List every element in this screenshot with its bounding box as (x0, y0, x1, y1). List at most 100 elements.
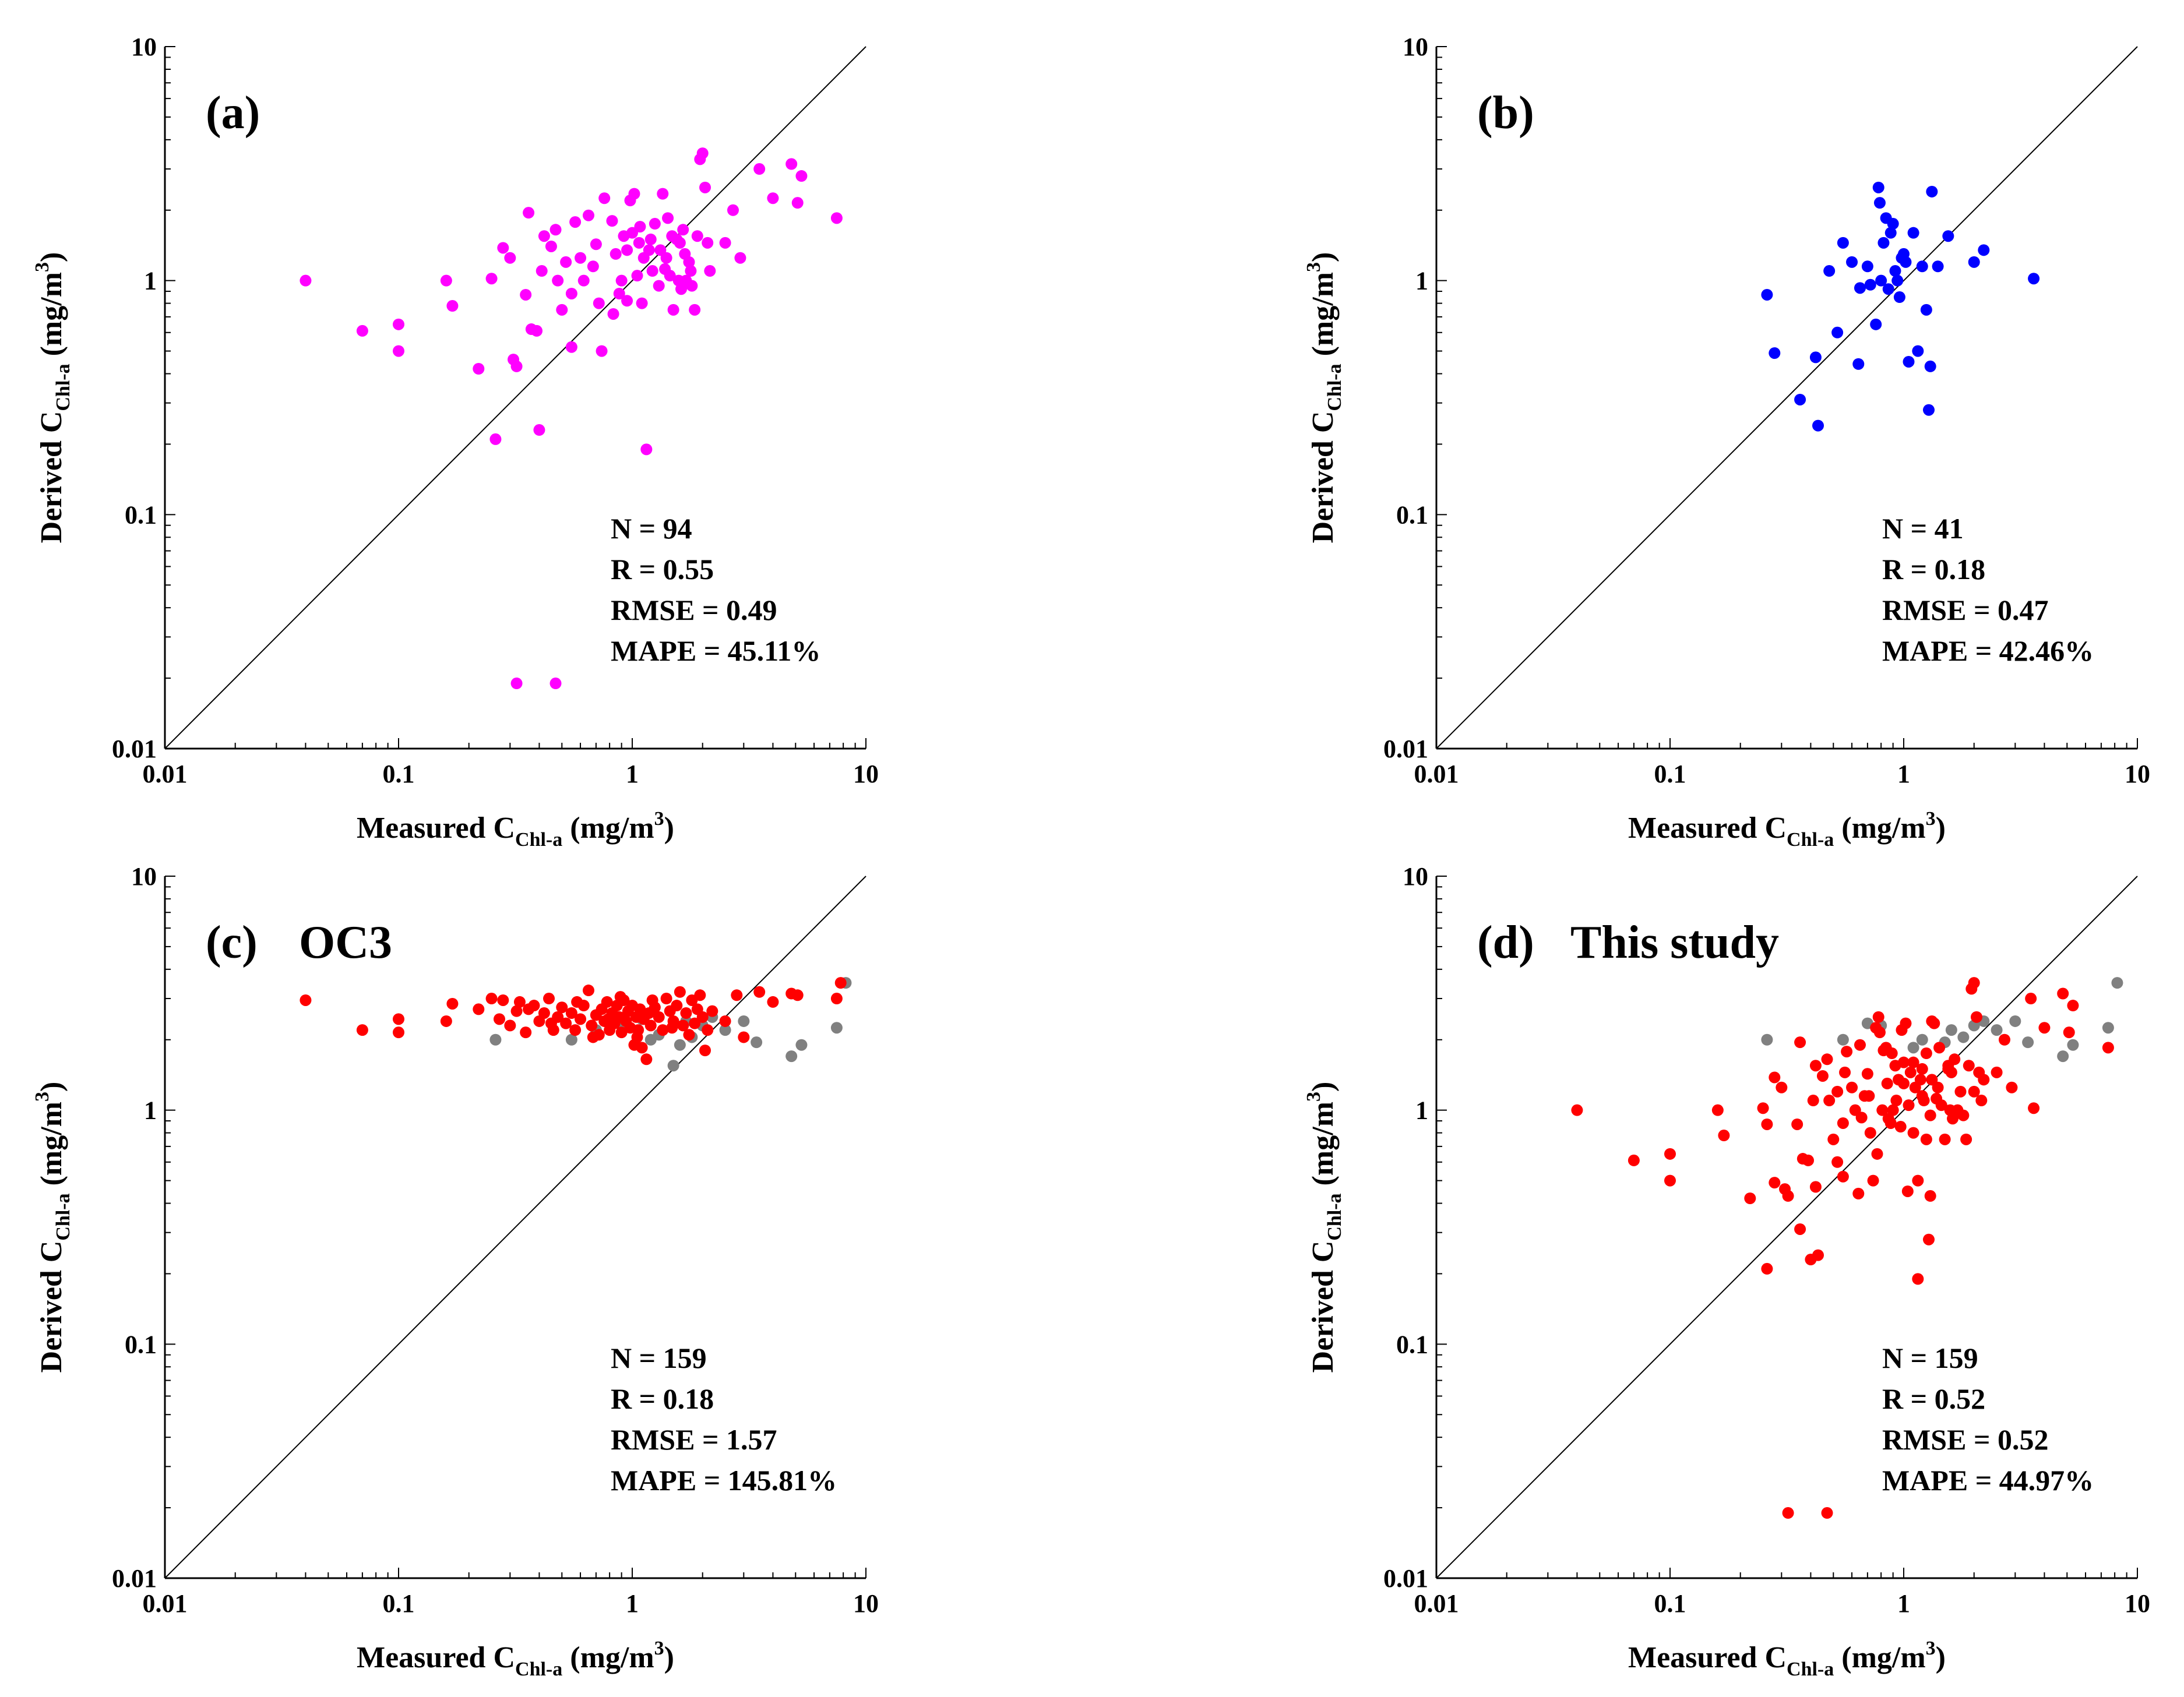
data-point-samples (1882, 1113, 1894, 1125)
x-axis-label: Measured CChl-a (mg/m3) (1628, 1638, 1946, 1680)
panel-c: 0.010.01 0.1 0.1 1 1 10 10 Measured CChl-a (mg/… (31, 862, 879, 1680)
data-point-samples (1849, 1104, 1861, 1116)
data-point-samples (1823, 265, 1836, 277)
data-point-samples (1939, 1133, 1951, 1145)
y-tick-label: 1 (1415, 1096, 1428, 1125)
data-point-samples (679, 248, 691, 260)
data-point-samples (1769, 1071, 1781, 1084)
data-point-samples (674, 986, 686, 998)
data-point-samples (667, 304, 679, 316)
data-point-samples (1920, 1133, 1932, 1145)
data-point-samples (657, 188, 669, 200)
stat-line: MAPE = 45.11% (611, 634, 820, 667)
data-point-samples (560, 256, 572, 268)
data-point-samples (598, 192, 611, 204)
y-tick-label: 1 (144, 267, 157, 295)
data-point-samples (830, 212, 843, 224)
x-axis-label: Measured CChl-a (mg/m3) (1628, 808, 1946, 851)
data-point-samples (2006, 1081, 2018, 1093)
data-point-samples (699, 181, 711, 193)
data-point-samples (473, 1003, 485, 1015)
x-tick-label: 0.1 (383, 1589, 415, 1618)
data-point-samples (634, 221, 646, 233)
data-point-samples (680, 1007, 692, 1019)
data-point-samples (1870, 318, 1882, 330)
data-point-excluded (738, 1015, 750, 1027)
data-point-excluded (667, 1060, 679, 1072)
x-tick-label: 10 (2125, 1589, 2150, 1618)
data-point-samples (1886, 1047, 1898, 1060)
data-point-samples (1898, 1077, 1910, 1089)
y-tick-label: 0.01 (112, 735, 157, 763)
data-point-samples (1861, 1068, 1873, 1080)
y-axis-label: Derived CChl-a (mg/m3) (1303, 252, 1345, 544)
data-point-samples (1920, 1047, 1932, 1060)
data-point-samples (753, 163, 766, 175)
y-tick-label: 0.1 (1396, 1330, 1428, 1359)
x-tick-label: 0.01 (1414, 760, 1459, 788)
data-point-samples (393, 1013, 404, 1025)
data-point-samples (1924, 360, 1936, 372)
data-point-samples (1924, 1190, 1936, 1202)
data-point-samples (1831, 1085, 1844, 1098)
data-point-samples (543, 993, 555, 1005)
data-point-samples (767, 996, 779, 1008)
data-point-samples (485, 273, 498, 285)
data-point-samples (1761, 288, 1773, 301)
data-point-samples (1864, 1127, 1876, 1139)
data-point-samples (767, 192, 779, 204)
data-point-samples (569, 216, 582, 228)
data-point-samples (702, 1024, 714, 1036)
data-point-samples (830, 993, 843, 1005)
data-point-samples (1664, 1148, 1676, 1160)
data-point-samples (699, 1045, 711, 1057)
data-point-samples (1782, 1507, 1794, 1519)
data-point-samples (657, 1024, 669, 1036)
data-point-samples (1852, 358, 1865, 370)
data-point-samples (1912, 1273, 1924, 1285)
data-point-samples (1875, 274, 1887, 287)
y-tick-label: 0.1 (125, 1330, 157, 1359)
data-point-samples (636, 297, 648, 309)
data-point-excluded (1991, 1024, 2003, 1036)
data-point-samples (1926, 185, 1938, 197)
data-point-samples (565, 287, 577, 299)
stat-line: RMSE = 0.47 (1882, 594, 2048, 626)
data-point-samples (1802, 1154, 1815, 1166)
x-tick-label: 0.01 (143, 1589, 188, 1618)
data-point-samples (662, 212, 674, 224)
y-tick-label: 0.01 (112, 1564, 157, 1593)
x-tick-label: 1 (626, 1589, 639, 1618)
data-point-samples (1907, 227, 1919, 239)
data-point-samples (2067, 1000, 2079, 1012)
data-point-samples (1926, 1015, 1938, 1027)
data-point-excluded (1907, 1042, 1919, 1054)
data-point-samples (1812, 1249, 1824, 1261)
data-point-samples (446, 300, 459, 312)
data-point-samples (1628, 1154, 1640, 1166)
data-point-samples (672, 274, 685, 287)
data-point-samples (1816, 1070, 1829, 1082)
data-point-samples (785, 158, 798, 170)
panel-b: 0.010.01 0.1 0.1 1 1 10 10 Measured CChl-a (mg/… (1303, 33, 2150, 851)
data-point-samples (1871, 1148, 1883, 1160)
data-point-samples (644, 233, 657, 245)
data-point-samples (596, 345, 608, 357)
data-point-samples (791, 197, 804, 209)
data-point-samples (1978, 244, 1990, 256)
data-point-samples (513, 996, 526, 1008)
stat-line: RMSE = 1.57 (611, 1423, 777, 1456)
stat-line: RMSE = 0.49 (611, 594, 777, 626)
data-point-samples (834, 977, 847, 989)
data-point-samples (1807, 1095, 1819, 1107)
data-point-samples (1933, 1042, 1946, 1054)
panel-a: 0.010.01 0.1 0.1 1 1 10 10 Measured CChl-a (mg/… (31, 33, 879, 851)
y-axis-label: Derived CChl-a (mg/m3) (31, 1082, 74, 1373)
data-point-excluded (2009, 1015, 2021, 1027)
y-tick-label: 0.01 (1383, 1564, 1428, 1593)
data-point-samples (586, 1019, 598, 1032)
data-point-samples (560, 1017, 572, 1029)
data-point-samples (575, 1013, 587, 1025)
data-point-samples (1900, 256, 1912, 268)
y-tick-label: 10 (1403, 33, 1428, 61)
